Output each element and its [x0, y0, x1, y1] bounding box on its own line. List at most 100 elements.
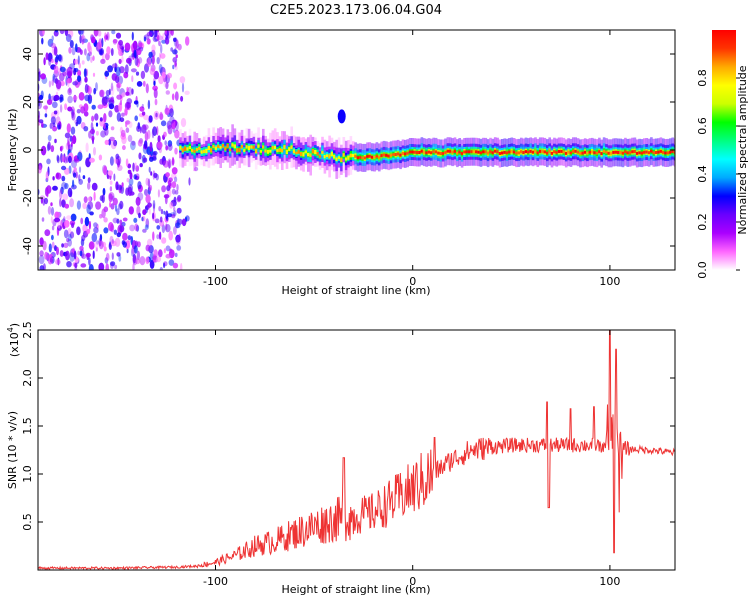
noise-cell — [108, 110, 113, 118]
noise-cell — [116, 252, 121, 257]
signal-cell — [245, 145, 249, 149]
noise-cell — [158, 231, 162, 240]
noise-cell — [77, 55, 80, 66]
noise-cell — [147, 99, 151, 110]
signal-cell — [221, 144, 225, 148]
noise-cell — [158, 206, 162, 212]
noise-cell — [131, 53, 135, 58]
noise-cell — [128, 206, 134, 215]
noise-cell — [143, 114, 150, 121]
noise-cell — [163, 160, 169, 168]
signal-cell — [657, 150, 660, 154]
noise-cell — [78, 92, 85, 101]
spectrogram-xtick-label: 0 — [409, 275, 416, 288]
noise-cell — [79, 245, 84, 251]
noise-cell — [113, 139, 118, 147]
signal-cell — [593, 151, 596, 155]
noise-cell — [138, 42, 143, 48]
noise-cell — [112, 99, 115, 104]
noise-cell — [54, 211, 60, 219]
noise-cell — [75, 171, 78, 179]
noise-cell — [147, 57, 152, 67]
signal-cell — [614, 150, 618, 154]
noise-cell — [171, 93, 175, 101]
signal-cell — [219, 146, 222, 149]
noise-cell — [56, 154, 60, 162]
noise-cell — [134, 258, 141, 265]
noise-cell — [106, 46, 111, 55]
noise-cell — [145, 218, 150, 228]
signal-cell — [460, 152, 464, 156]
noise-cell — [139, 106, 145, 112]
signal-cell — [415, 151, 419, 154]
noise-cell — [132, 255, 138, 266]
noise-cell — [92, 72, 96, 77]
signal-cell — [477, 150, 480, 154]
signal-cell — [602, 149, 606, 153]
noise-cell — [59, 94, 64, 101]
noise-cell — [176, 245, 182, 251]
snr-background — [38, 330, 675, 570]
noise-cell — [90, 128, 95, 135]
noise-cell — [152, 150, 158, 156]
noise-cell — [110, 48, 114, 56]
signal-cell — [314, 150, 317, 155]
noise-cell — [188, 177, 191, 186]
noise-cell — [143, 36, 147, 42]
noise-cell — [138, 152, 142, 160]
noise-cell — [117, 203, 123, 210]
noise-cell — [124, 107, 128, 116]
noise-cell — [61, 155, 65, 162]
noise-cell — [81, 60, 85, 65]
noise-cell — [126, 57, 132, 64]
noise-cell — [72, 179, 75, 188]
noise-cell — [172, 262, 179, 269]
noise-cell — [52, 73, 55, 81]
noise-cell — [59, 66, 66, 73]
signal-cell — [344, 157, 348, 161]
noise-cell — [151, 128, 155, 139]
noise-cell — [163, 194, 170, 199]
noise-cell — [173, 226, 177, 235]
noise-cell — [93, 241, 100, 249]
signal-cell — [198, 146, 201, 150]
noise-cell — [76, 115, 82, 125]
signal-cell — [375, 154, 379, 158]
noise-cell — [104, 257, 109, 264]
snr-xlabel: Height of straight line (km) — [281, 583, 430, 596]
noise-cell — [174, 129, 180, 139]
noise-cell — [125, 91, 130, 96]
noise-cell — [66, 155, 69, 164]
noise-cell — [74, 262, 78, 269]
signal-cell — [328, 154, 331, 159]
noise-cell — [84, 216, 90, 227]
noise-cell — [110, 240, 117, 247]
signal-cell — [538, 149, 542, 153]
noise-cell — [107, 65, 113, 73]
noise-cell — [180, 262, 183, 270]
noise-cell — [95, 201, 102, 210]
noise-cell — [104, 32, 107, 42]
noise-cell — [38, 100, 42, 110]
noise-cell — [40, 197, 44, 204]
noise-cell — [66, 123, 71, 133]
noise-cell — [142, 124, 149, 130]
noise-cell — [77, 71, 81, 76]
signal-cell — [349, 153, 353, 158]
noise-cell — [145, 244, 151, 252]
noise-cell — [63, 242, 69, 248]
spectrogram-ytick-label: 20 — [21, 95, 34, 109]
noise-cell — [110, 85, 115, 96]
noise-cell — [44, 251, 49, 260]
noise-cell — [167, 143, 173, 151]
noise-cell — [130, 68, 137, 73]
noise-cell — [142, 80, 146, 87]
noise-cell — [59, 104, 63, 113]
noise-cell — [138, 212, 141, 219]
noise-cell — [185, 36, 190, 46]
noise-cell — [159, 267, 163, 270]
noise-cell — [99, 214, 103, 219]
noise-cell — [45, 52, 49, 61]
noise-cell — [176, 184, 179, 192]
noise-cell — [69, 135, 73, 142]
